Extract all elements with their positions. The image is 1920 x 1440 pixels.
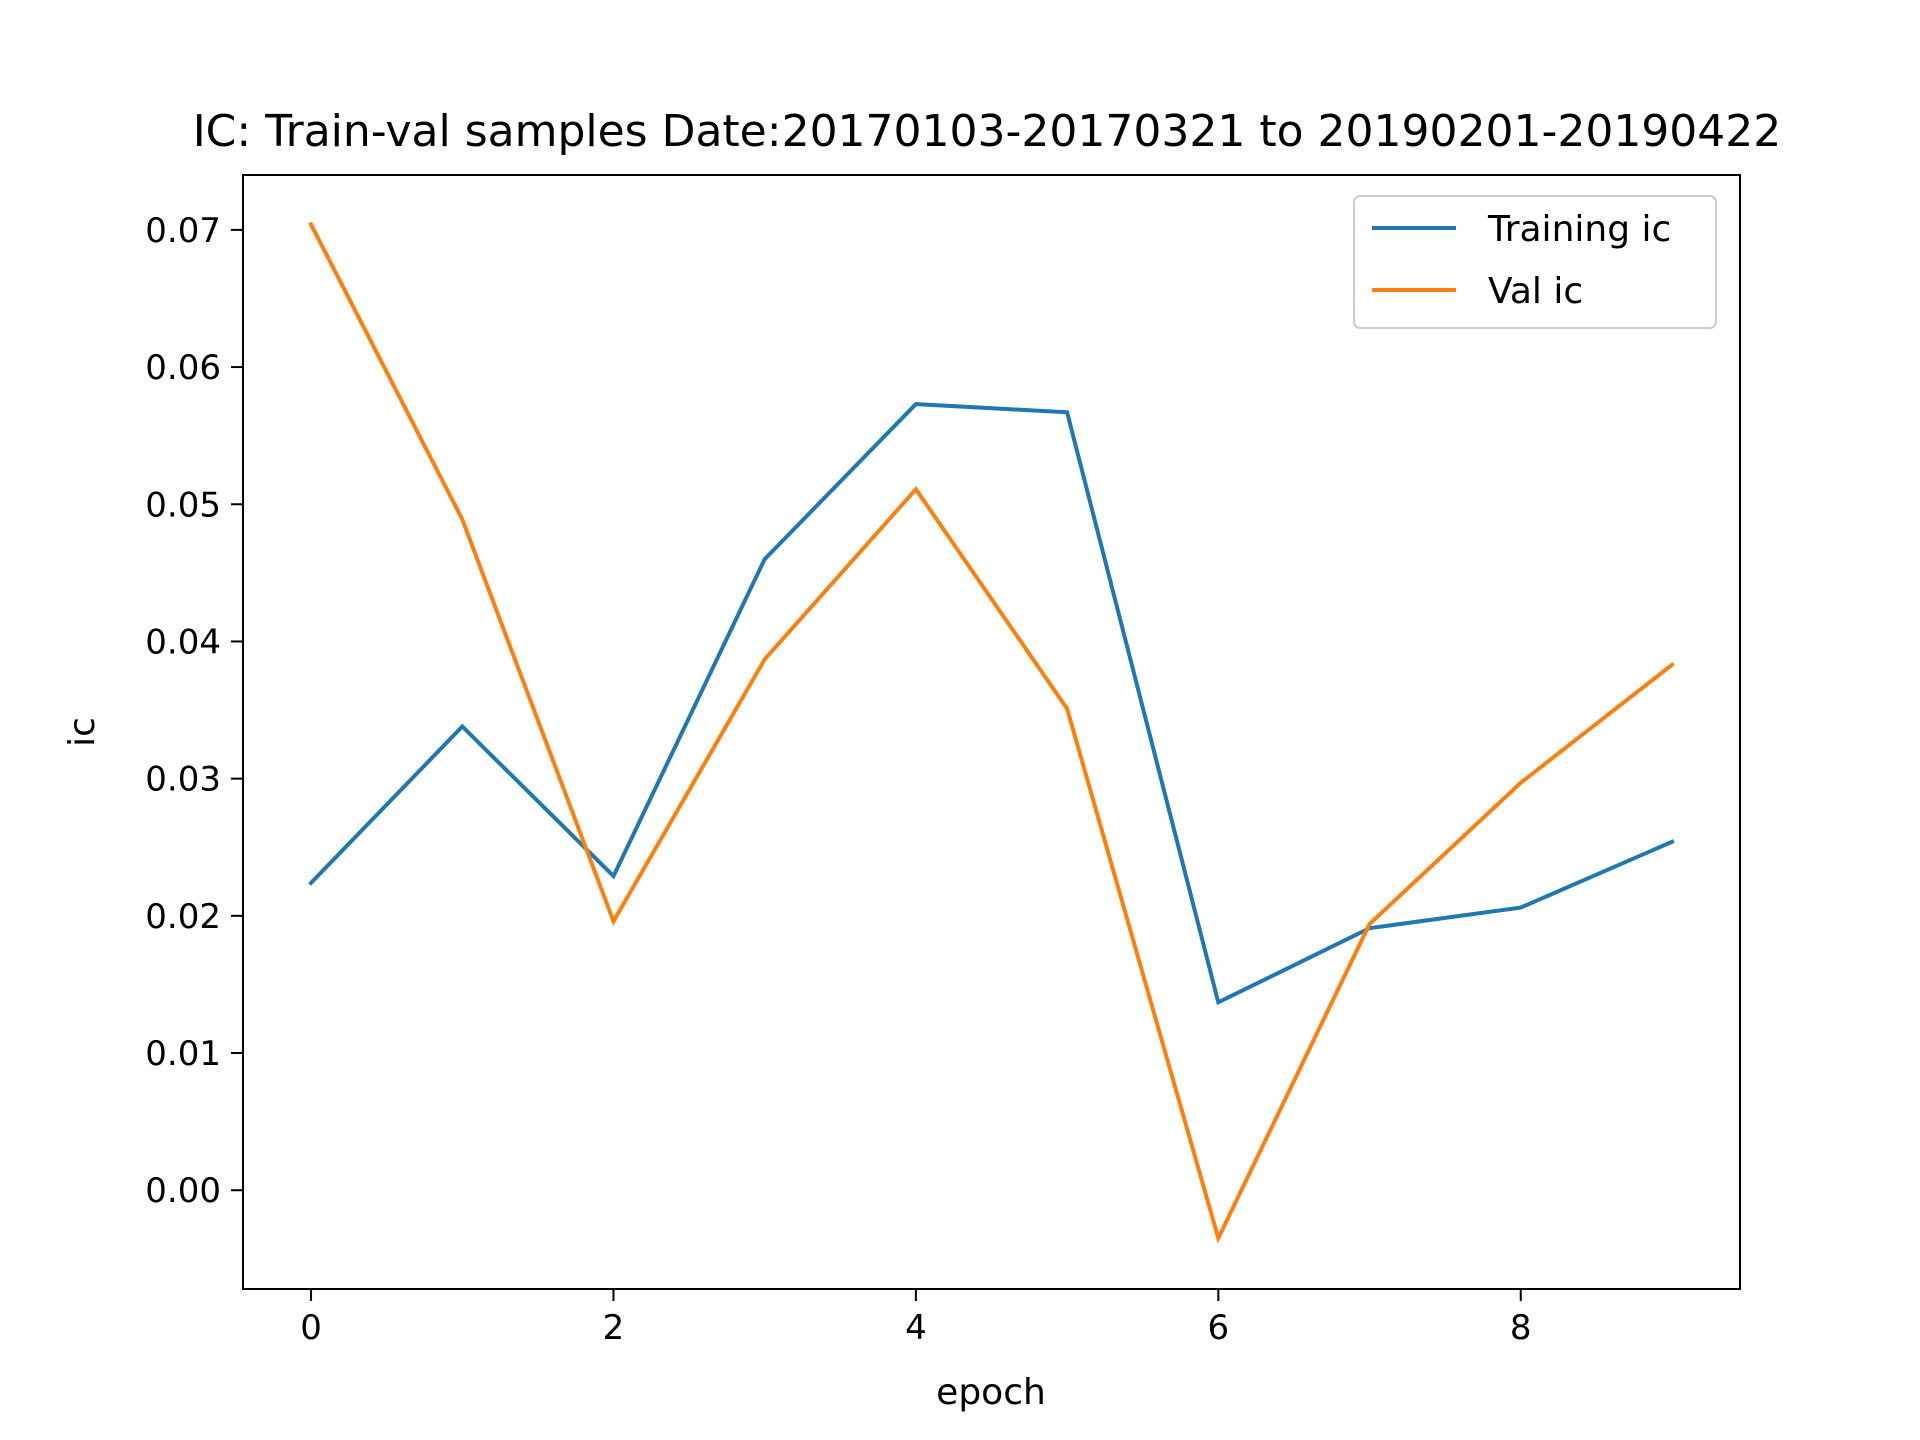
y-tick-label: 0.03 [145,760,221,800]
legend-label-training-ic: Training ic [1487,209,1671,250]
chart-title: IC: Train-val samples Date:20170103-2017… [193,106,1782,157]
series-line-training-ic [308,402,1675,1006]
y-tick-label: 0.01 [145,1034,221,1074]
y-tick-label: 0.02 [145,897,221,937]
y-axis-ticks: 0.00 0.01 0.02 0.03 0.04 0.05 0.06 0.07 [145,211,243,1211]
axes-frame [242,174,1741,1290]
y-tick-label: 0.00 [145,1171,221,1211]
y-axis-label: ic [62,717,103,747]
legend: Training ic Val ic [1353,195,1717,329]
y-tick-label: 0.06 [145,348,221,388]
x-axis-ticks: 0 2 4 6 8 [300,1289,1532,1348]
series-line-val-ic [308,221,1675,1244]
y-tick-label: 0.04 [145,622,221,662]
plot-area [242,174,1741,1290]
x-tick-label: 2 [603,1308,625,1348]
x-tick-label: 4 [905,1308,927,1348]
series-layer [308,221,1675,1244]
x-tick-label: 0 [300,1308,322,1348]
legend-label-val-ic: Val ic [1488,271,1583,312]
x-tick-label: 8 [1510,1308,1532,1348]
x-axis-label: epoch [936,1372,1046,1413]
y-tick-label: 0.07 [145,211,221,251]
x-tick-label: 6 [1207,1308,1229,1348]
y-tick-label: 0.05 [145,485,221,525]
